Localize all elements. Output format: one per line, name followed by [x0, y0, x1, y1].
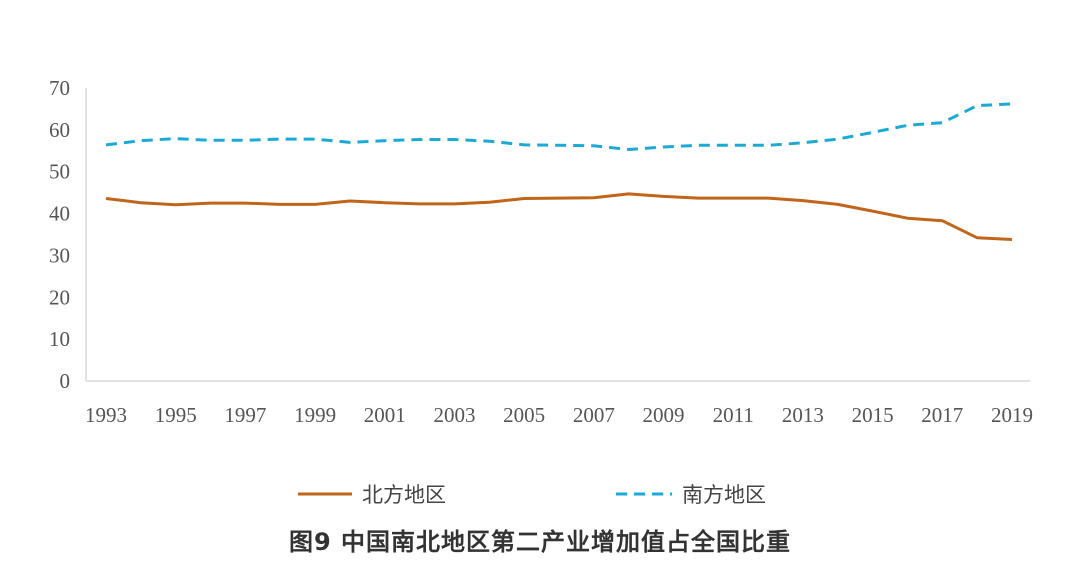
x-tick-label: 2007 [573, 403, 615, 427]
y-tick-label: 70 [49, 76, 70, 100]
y-tick-label: 20 [49, 285, 70, 309]
x-tick-label: 1995 [155, 403, 197, 427]
y-tick-label: 60 [49, 118, 70, 142]
y-tick-label: 50 [49, 160, 70, 184]
x-tick-label: 2015 [852, 403, 894, 427]
chart-caption: 图9 中国南北地区第二产业增加值占全国比重 [288, 528, 792, 556]
x-tick-label: 2005 [503, 403, 545, 427]
x-tick-label: 1999 [294, 403, 336, 427]
y-axis: 0 10 20 30 40 50 60 70 [49, 76, 87, 393]
x-axis: 1993 1995 1997 1999 2001 2003 2005 2007 2009 2011… [85, 380, 1033, 427]
series-lines [105, 102, 1013, 241]
legend-label-1: 北方地区 [362, 483, 446, 507]
x-tick-label: 1993 [85, 403, 127, 427]
x-tick-label: 2017 [921, 403, 963, 427]
x-tick-label: 1997 [224, 403, 266, 427]
x-tick-label: 2011 [713, 403, 754, 427]
y-tick-label: 0 [60, 369, 71, 393]
legend-label-2: 南方地区 [682, 483, 766, 507]
x-tick-label: 2019 [991, 403, 1033, 427]
x-tick-label: 2003 [433, 403, 475, 427]
x-tick-label: 2009 [643, 403, 685, 427]
y-tick-label: 10 [49, 327, 70, 351]
x-tick-label: 2001 [364, 403, 406, 427]
legend: 北方地区 南方地区 [298, 483, 766, 507]
y-tick-label: 40 [49, 202, 70, 226]
y-tick-label: 30 [49, 243, 70, 267]
series-line-2 [105, 102, 1013, 151]
x-tick-label: 2013 [782, 403, 824, 427]
series-line-1 [105, 192, 1013, 241]
